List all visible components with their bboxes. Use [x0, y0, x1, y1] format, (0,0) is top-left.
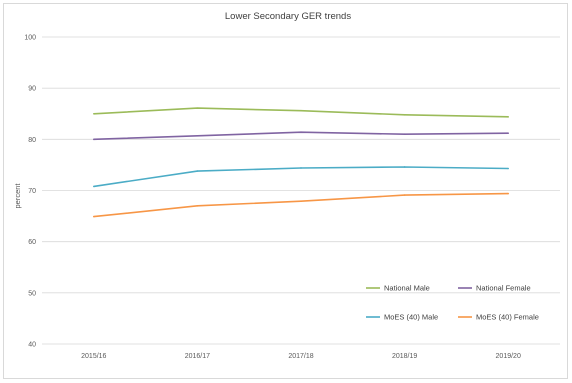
- series-lines: [93, 107, 510, 218]
- data-point: [300, 109, 302, 112]
- x-tick-label: 2019/20: [496, 353, 521, 360]
- y-tick-label: 50: [28, 290, 36, 297]
- chart-frame: [3, 3, 568, 379]
- data-point: [403, 166, 406, 168]
- legend-label: National Female: [476, 284, 531, 293]
- y-tick-label: 60: [28, 239, 36, 246]
- x-tick-label: 2015/16: [81, 353, 106, 360]
- x-tick-label: 2018/19: [392, 353, 417, 360]
- data-point: [403, 113, 406, 116]
- gridlines: [42, 36, 560, 345]
- data-point: [507, 192, 510, 195]
- x-tick-label: 2016/17: [185, 353, 210, 360]
- y-tick-label: 80: [28, 137, 36, 144]
- data-point: [300, 167, 302, 169]
- x-axis-ticks: 2015/16 2016/17 2017/18 2018/19 2019/20: [81, 353, 521, 360]
- series-line: [93, 192, 509, 218]
- data-point: [507, 116, 510, 118]
- data-point: [93, 215, 95, 218]
- data-point: [507, 167, 510, 170]
- series-line: [93, 131, 509, 141]
- data-point: [93, 138, 95, 141]
- data-point: [196, 205, 199, 207]
- data-point: [403, 194, 406, 196]
- series-line: [93, 107, 509, 118]
- legend: National Male National Female MoES (40) Ma…: [366, 284, 539, 322]
- y-tick-label: 40: [28, 342, 36, 349]
- data-point: [93, 185, 95, 188]
- legend-label: MoES (40) Male: [384, 313, 438, 322]
- data-point: [196, 107, 199, 109]
- x-tick-label: 2017/18: [288, 353, 313, 360]
- data-point: [196, 134, 199, 137]
- chart-title: Lower Secondary GER trends: [225, 11, 351, 22]
- legend-label: National Male: [384, 284, 430, 293]
- data-point: [403, 133, 406, 136]
- y-tick-label: 70: [28, 188, 36, 195]
- data-point: [300, 200, 302, 203]
- y-tick-label: 100: [24, 35, 36, 42]
- y-axis-ticks: 40 50 60 70 80 90 100: [24, 35, 36, 349]
- data-point: [196, 170, 199, 172]
- series-line: [93, 166, 509, 188]
- y-axis-label: percent: [13, 183, 22, 209]
- legend-label: MoES (40) Female: [476, 313, 539, 322]
- y-tick-label: 90: [28, 86, 36, 93]
- data-point: [507, 132, 510, 134]
- data-point: [93, 112, 95, 115]
- data-point: [300, 131, 302, 133]
